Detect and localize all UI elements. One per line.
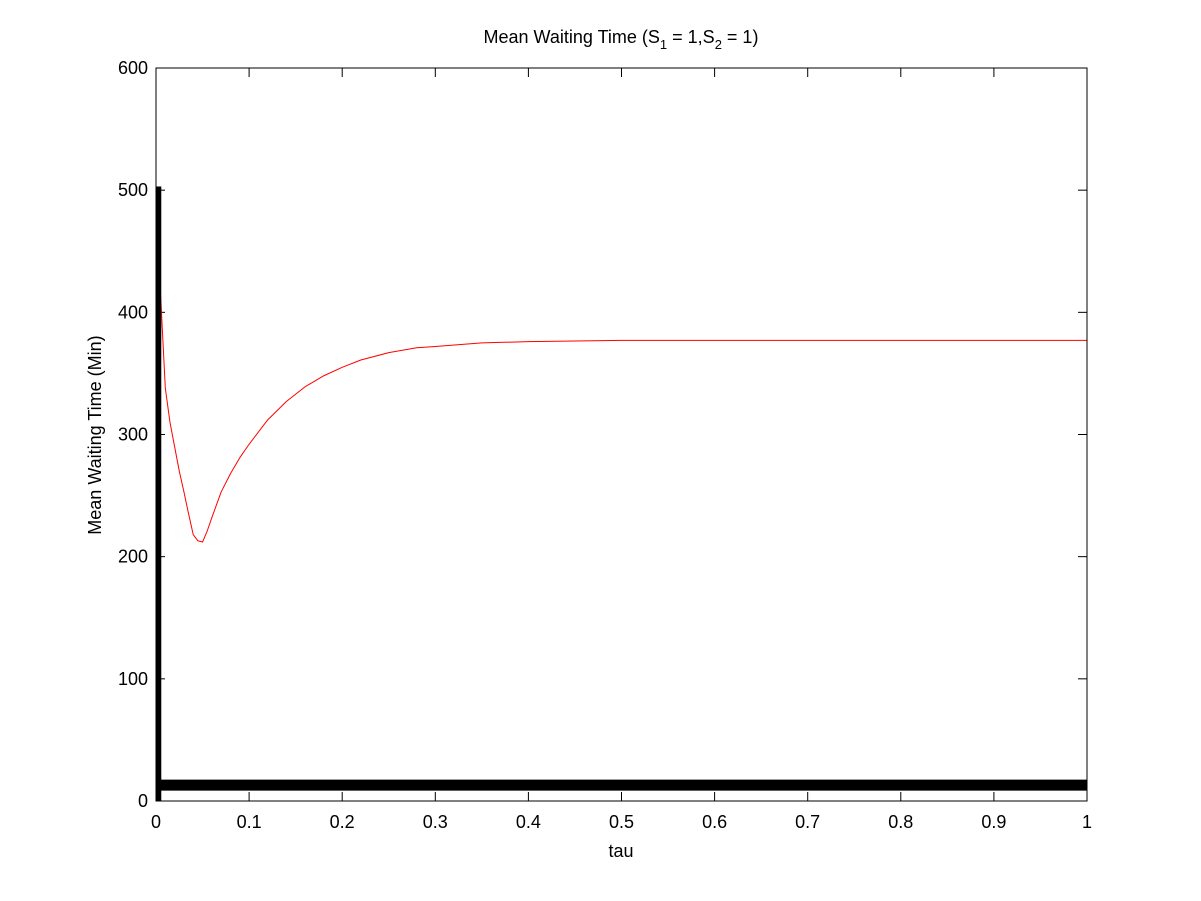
x-tick-label: 0.3 xyxy=(423,812,448,832)
y-tick-label: 200 xyxy=(118,547,148,567)
chart-title-prefix: Mean Waiting Time (S xyxy=(484,27,660,47)
plot-frame xyxy=(155,67,1088,802)
x-tick-label: 0 xyxy=(151,812,161,832)
y-tick-label: 300 xyxy=(118,425,148,445)
chart-title-suffix: = 1) xyxy=(722,27,759,47)
x-tick-label: 0.4 xyxy=(516,812,541,832)
x-axis-label: tau xyxy=(608,841,633,861)
chart-title: Mean Waiting Time (S1 = 1,S2 = 1) xyxy=(484,27,759,52)
y-tick-label: 500 xyxy=(118,180,148,200)
x-tick-label: 0.9 xyxy=(981,812,1006,832)
chart-title-subscript-1: 1 xyxy=(660,37,667,52)
chart-title-middle: = 1,S xyxy=(667,27,715,47)
y-tick-label: 0 xyxy=(138,791,148,811)
y-tick-label: 100 xyxy=(118,669,148,689)
x-axis-ticks: 0 0.1 0.2 0.3 0.4 0.5 0.6 0.7 0.8 0.9 1 xyxy=(151,68,1092,832)
plot-series xyxy=(156,186,1087,801)
y-axis-label: Mean Waiting Time (Min) xyxy=(85,335,105,534)
x-tick-label: 0.8 xyxy=(888,812,913,832)
x-tick-label: 0.6 xyxy=(702,812,727,832)
series-line-red xyxy=(160,296,1087,543)
y-tick-label: 400 xyxy=(118,302,148,322)
x-tick-label: 1 xyxy=(1082,812,1092,832)
y-axis-ticks: 0 100 200 300 400 500 600 xyxy=(118,58,1087,811)
y-tick-label: 600 xyxy=(118,58,148,78)
x-tick-label: 0.5 xyxy=(609,812,634,832)
x-tick-label: 0.1 xyxy=(237,812,262,832)
x-tick-label: 0.2 xyxy=(330,812,355,832)
x-tick-label: 0.7 xyxy=(795,812,820,832)
chart-title-subscript-2: 2 xyxy=(715,37,722,52)
